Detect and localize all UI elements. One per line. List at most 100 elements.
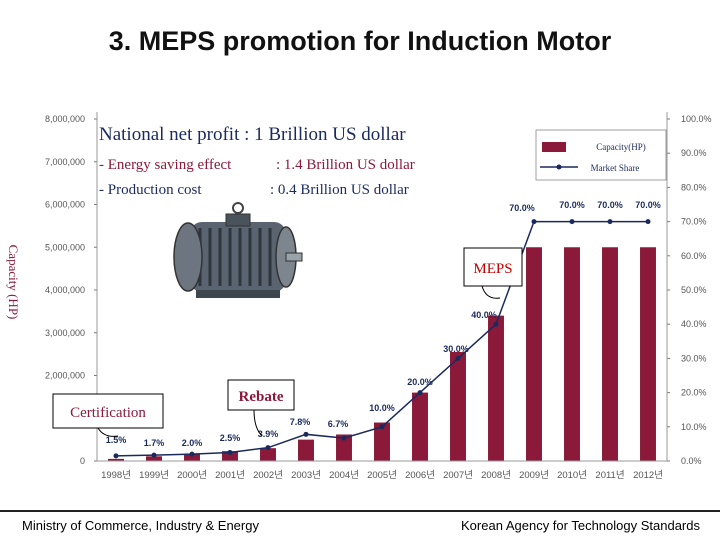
x-tick-label: 2004년	[329, 470, 359, 481]
market-share-point	[569, 219, 575, 225]
meps-callout: MEPS	[463, 247, 523, 299]
capacity-bar	[412, 392, 428, 461]
y2-tick-label: 30.0%	[681, 353, 707, 363]
footer-divider	[0, 510, 720, 512]
footer-ministry: Ministry of Commerce, Industry & Energy	[22, 518, 259, 533]
market-share-point	[227, 449, 233, 455]
market-share-point	[645, 219, 651, 225]
market-share-point	[455, 355, 461, 361]
y-tick-label: 7,000,000	[45, 157, 85, 167]
market-share-point	[113, 453, 119, 459]
production-cost-label: - Production cost	[99, 182, 202, 198]
y-tick-label: 4,000,000	[45, 285, 85, 295]
axes-layer: 01,02,000,0003,000,0004,000,0005,000,000…	[45, 112, 712, 481]
x-tick-label: 2006년	[405, 470, 435, 481]
market-share-label: 40.0%	[471, 310, 497, 320]
certification-label: Certification	[70, 405, 146, 421]
y2-tick-label: 10.0%	[681, 422, 707, 432]
energy-saving-value: : 1.4 Brillion US dollar	[276, 157, 415, 173]
market-share-point	[341, 435, 347, 441]
market-share-label: 30.0%	[443, 344, 469, 354]
rebate-label: Rebate	[239, 389, 284, 405]
y-tick-label: 3,000,000	[45, 328, 85, 338]
capacity-bar	[488, 315, 504, 461]
capacity-bar	[298, 439, 314, 461]
capacity-bar	[374, 422, 390, 461]
market-share-point	[379, 424, 385, 430]
meps-label: MEPS	[473, 261, 512, 277]
legend-line-marker	[556, 164, 562, 170]
x-tick-label: 2012년	[633, 470, 663, 481]
capacity-bar	[450, 351, 466, 461]
slide-title: 3. MEPS promotion for Induction Motor	[108, 26, 612, 56]
capacity-bar	[526, 247, 542, 461]
y2-tick-label: 80.0%	[681, 182, 707, 192]
market-share-label: 70.0%	[597, 200, 623, 210]
capacity-bar	[260, 448, 276, 461]
capacity-bar	[336, 434, 352, 461]
market-share-label: 10.0%	[369, 403, 395, 413]
production-cost-value: : 0.4 Brillion US dollar	[270, 182, 409, 198]
capacity-bar	[184, 453, 200, 461]
market-share-label: 2.5%	[220, 433, 241, 443]
x-tick-label: 2007년	[443, 470, 473, 481]
x-tick-label: 2005년	[367, 470, 397, 481]
y2-tick-label: 50.0%	[681, 285, 707, 295]
x-tick-label: 2001년	[215, 470, 245, 481]
market-share-label: 70.0%	[509, 203, 535, 213]
bars-layer	[108, 247, 656, 461]
capacity-bar	[602, 247, 618, 461]
market-share-label: 70.0%	[559, 200, 585, 210]
legend: Capacity(HP) Market Share	[535, 129, 667, 181]
y2-tick-label: 0.0%	[681, 456, 702, 466]
y-tick-label: 5,000,000	[45, 242, 85, 252]
y2-tick-label: 100.0%	[681, 114, 712, 124]
market-share-point	[151, 452, 157, 458]
y-tick-label: 6,000,000	[45, 200, 85, 210]
market-share-point	[303, 431, 309, 437]
y-axis-title: Capacity (HP)	[6, 245, 21, 320]
line-layer: 1.5% 1.7% 2.0% 2.5% 3.9% 7.8% 6.7% 10.0% 20.0% 30…	[106, 200, 661, 459]
energy-saving-label: - Energy saving effect	[99, 157, 232, 173]
market-share-point	[493, 321, 499, 327]
certification-callout: Certification	[52, 393, 164, 437]
capacity-market-share-chart: 01,02,000,0003,000,0004,000,0005,000,000…	[6, 112, 712, 481]
y2-tick-label: 60.0%	[681, 251, 707, 261]
y-tick-label: 8,000,000	[45, 114, 85, 124]
legend-market-share-label: Market Share	[591, 163, 640, 173]
market-share-label: 2.0%	[182, 438, 203, 448]
capacity-bar	[108, 458, 124, 461]
capacity-bar	[640, 247, 656, 461]
market-share-label: 20.0%	[407, 377, 433, 387]
rebate-callout: Rebate	[227, 379, 295, 437]
market-share-point	[265, 445, 271, 451]
x-tick-label: 2008년	[481, 470, 511, 481]
market-share-label: 3.9%	[258, 429, 279, 439]
x-tick-label: 2011년	[595, 470, 624, 481]
footer-agency: Korean Agency for Technology Standards	[461, 518, 700, 533]
y-tick-label: 0	[80, 456, 85, 466]
x-tick-label: 1998년	[101, 470, 131, 481]
capacity-bar	[146, 456, 162, 461]
x-tick-label: 1999년	[139, 470, 169, 481]
induction-motor-image	[173, 202, 303, 298]
market-share-point	[531, 219, 537, 225]
market-share-point	[417, 390, 423, 396]
y2-tick-label: 20.0%	[681, 388, 707, 398]
market-share-label: 1.5%	[106, 435, 127, 445]
market-share-label: 1.7%	[144, 438, 165, 448]
x-tick-label: 2000년	[177, 470, 207, 481]
headline-annotation: National net profit : 1 Brillion US doll…	[99, 124, 406, 145]
x-tick-label: 2009년	[519, 470, 549, 481]
y2-tick-label: 70.0%	[681, 217, 707, 227]
legend-bar-swatch	[542, 142, 566, 152]
market-share-label: 7.8%	[290, 417, 311, 427]
market-share-point	[607, 219, 613, 225]
x-tick-label: 2003년	[291, 470, 321, 481]
market-share-label: 70.0%	[635, 200, 661, 210]
capacity-bar	[222, 451, 238, 461]
capacity-bar	[564, 247, 580, 461]
y2-tick-label: 90.0%	[681, 148, 707, 158]
market-share-point	[189, 451, 195, 457]
y2-tick-label: 40.0%	[681, 319, 707, 329]
